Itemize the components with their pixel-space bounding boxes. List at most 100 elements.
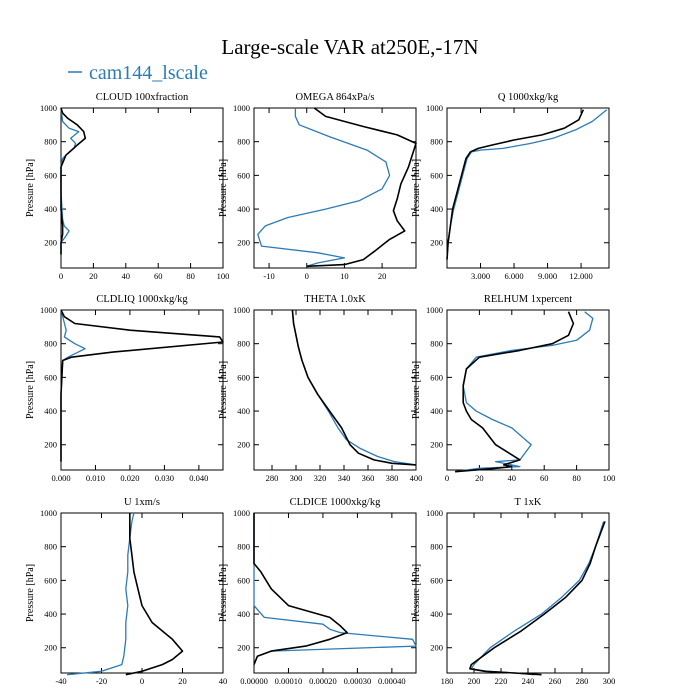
x-tick-label: -10 bbox=[263, 271, 274, 281]
series-line-cam144 bbox=[67, 512, 135, 676]
y-axis-label: Pressure [hPa] bbox=[218, 564, 229, 622]
y-tick-label: 600 bbox=[237, 372, 250, 382]
x-tick-label: 60 bbox=[540, 473, 549, 483]
panel-title: RELHUM 1xpercent bbox=[484, 294, 572, 305]
y-axis-label: Pressure [hPa] bbox=[25, 159, 36, 217]
x-tick-label: -40 bbox=[55, 676, 66, 686]
y-tick-label: 1000 bbox=[40, 305, 57, 315]
x-tick-label: 40 bbox=[122, 271, 131, 281]
y-tick-label: 600 bbox=[237, 575, 250, 585]
plot-frame bbox=[446, 309, 610, 471]
x-tick-label: 380 bbox=[386, 473, 399, 483]
y-tick-label: 400 bbox=[430, 406, 443, 416]
x-tick-label: 180 bbox=[441, 676, 454, 686]
x-tick-label: 260 bbox=[549, 676, 562, 686]
plot-frame bbox=[60, 512, 224, 674]
series-line-reference bbox=[253, 513, 348, 665]
y-tick-label: 1000 bbox=[233, 305, 250, 315]
x-tick-label: 6.000 bbox=[504, 271, 523, 281]
series-line-cam144 bbox=[60, 107, 80, 255]
x-tick-label: 40 bbox=[508, 473, 517, 483]
x-tick-label: 240 bbox=[522, 676, 535, 686]
series-line-reference bbox=[291, 309, 417, 466]
y-axis-label: Pressure [hPa] bbox=[411, 361, 422, 419]
panel-4: CLDLIQ 1000xkg/kg 200 400 600 800 1000 0.000 0.… bbox=[25, 294, 224, 483]
x-tick-label: 300 bbox=[290, 473, 303, 483]
y-tick-label: 400 bbox=[237, 406, 250, 416]
series-line-cam144 bbox=[455, 311, 594, 473]
panel-2: OMEGA 864xPa/s 200 400 600 800 1000 -10 0 10 20 Pr… bbox=[218, 92, 417, 281]
panel-title: U 1xm/s bbox=[124, 497, 160, 508]
y-tick-label: 800 bbox=[237, 542, 250, 552]
y-axis-label: Pressure [hPa] bbox=[25, 361, 36, 419]
x-tick-label: 10 bbox=[340, 271, 349, 281]
y-tick-label: 1000 bbox=[40, 103, 57, 113]
series-line-cam144 bbox=[470, 521, 605, 676]
x-tick-label: 280 bbox=[576, 676, 589, 686]
y-tick-label: 800 bbox=[237, 339, 250, 349]
y-tick-label: 200 bbox=[430, 643, 443, 653]
x-tick-label: 0 bbox=[445, 473, 449, 483]
x-tick-label: 340 bbox=[338, 473, 351, 483]
y-tick-label: 400 bbox=[237, 204, 250, 214]
y-tick-label: 600 bbox=[430, 372, 443, 382]
plot-frame bbox=[446, 512, 610, 674]
y-tick-label: 600 bbox=[430, 575, 443, 585]
y-tick-label: 800 bbox=[44, 339, 57, 349]
x-tick-label: 220 bbox=[495, 676, 508, 686]
legend: cam144_lscale bbox=[68, 62, 208, 84]
y-axis-label: Pressure [hPa] bbox=[218, 159, 229, 217]
x-tick-label: 20 bbox=[178, 676, 187, 686]
panel-title: CLDICE 1000xkg/kg bbox=[290, 497, 381, 508]
x-tick-label: 200 bbox=[468, 676, 481, 686]
y-tick-label: 800 bbox=[237, 137, 250, 147]
series-line-cam144 bbox=[446, 109, 608, 260]
x-tick-label: 0 bbox=[305, 271, 309, 281]
x-tick-label: 12.000 bbox=[569, 271, 592, 281]
panel-5: THETA 1.0xK 200 400 600 800 1000 280 300 320 340 3… bbox=[218, 294, 422, 483]
x-tick-label: 320 bbox=[314, 473, 327, 483]
panel-7: U 1xm/s 200 400 600 800 1000 -40 -20 0 20 40 Pressu… bbox=[25, 497, 227, 686]
y-tick-label: 800 bbox=[44, 542, 57, 552]
plot-frame bbox=[253, 107, 417, 269]
y-tick-label: 600 bbox=[44, 575, 57, 585]
legend-label: cam144_lscale bbox=[89, 62, 208, 84]
x-tick-label: 9.000 bbox=[538, 271, 557, 281]
y-axis-label: Pressure [hPa] bbox=[218, 361, 229, 419]
panel-title: Q 1000xkg/kg bbox=[498, 92, 559, 103]
y-axis-label: Pressure [hPa] bbox=[25, 564, 36, 622]
y-tick-label: 200 bbox=[237, 643, 250, 653]
y-axis-label: Pressure [hPa] bbox=[411, 159, 422, 217]
y-tick-label: 400 bbox=[44, 406, 57, 416]
panel-title: CLDLIQ 1000xkg/kg bbox=[96, 294, 188, 305]
y-tick-label: 600 bbox=[237, 170, 250, 180]
panel-title: CLOUD 100xfraction bbox=[96, 92, 189, 103]
y-tick-label: 600 bbox=[430, 170, 443, 180]
x-tick-label: 0.000 bbox=[51, 473, 70, 483]
x-tick-label: 0.00030 bbox=[344, 676, 372, 686]
panel-title: OMEGA 864xPa/s bbox=[295, 92, 374, 103]
y-tick-label: 1000 bbox=[233, 508, 250, 518]
series-line-reference bbox=[446, 109, 585, 260]
x-tick-label: 100 bbox=[603, 473, 616, 483]
x-tick-label: 100 bbox=[217, 271, 230, 281]
x-tick-label: 0.00010 bbox=[275, 676, 303, 686]
y-tick-label: 400 bbox=[44, 609, 57, 619]
series-line-cam144 bbox=[291, 309, 417, 466]
x-tick-label: 0 bbox=[140, 676, 144, 686]
series-line-reference bbox=[306, 107, 417, 268]
x-tick-label: 0.00000 bbox=[240, 676, 268, 686]
y-tick-label: 600 bbox=[44, 170, 57, 180]
panel-title: T 1xK bbox=[515, 497, 542, 508]
series-line-reference bbox=[125, 513, 184, 676]
y-tick-label: 400 bbox=[430, 609, 443, 619]
y-tick-label: 800 bbox=[430, 542, 443, 552]
series-line-cam144 bbox=[253, 513, 417, 665]
y-tick-label: 200 bbox=[430, 238, 443, 248]
x-tick-label: 0.010 bbox=[86, 473, 105, 483]
x-tick-label: 40 bbox=[219, 676, 228, 686]
x-tick-label: 0.020 bbox=[120, 473, 139, 483]
y-tick-label: 1000 bbox=[426, 508, 443, 518]
